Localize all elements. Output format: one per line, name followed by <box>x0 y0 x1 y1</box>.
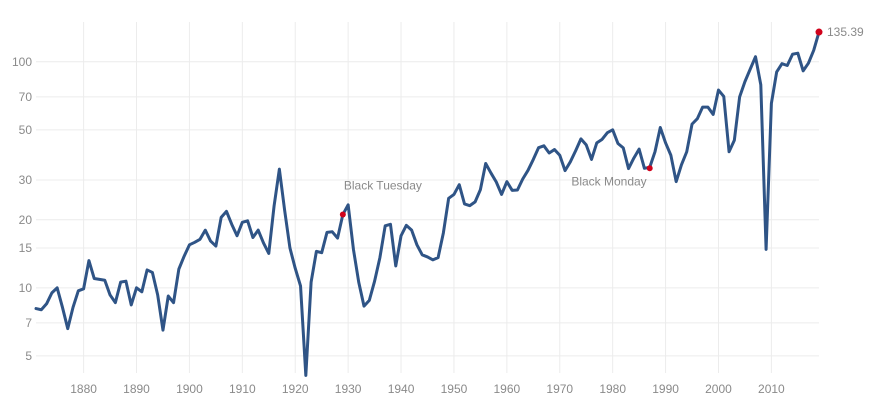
gridlines <box>36 22 819 373</box>
x-tick-label: 1930 <box>335 382 362 396</box>
x-tick-label: 1990 <box>652 382 679 396</box>
series-line <box>34 30 821 377</box>
x-tick-label: 1880 <box>70 382 97 396</box>
x-tick-label: 1920 <box>282 382 309 396</box>
x-tick-label: 1900 <box>176 382 203 396</box>
y-tick-label: 7 <box>25 316 32 330</box>
x-tick-label: 1890 <box>123 382 150 396</box>
x-tick-label: 1940 <box>388 382 415 396</box>
x-tick-label: 1980 <box>599 382 626 396</box>
x-tick-label: 1910 <box>229 382 256 396</box>
y-tick-label: 20 <box>19 213 33 227</box>
annotation-marker <box>646 165 653 172</box>
x-tick-label: 2000 <box>705 382 732 396</box>
y-tick-label: 15 <box>19 241 33 255</box>
annotations: Black Tuesday Black Monday <box>339 165 653 218</box>
last-point-marker <box>815 28 823 36</box>
annotation-label: Black Monday <box>571 174 646 188</box>
y-tick-label: 100 <box>12 55 32 69</box>
annotation-marker <box>339 211 346 218</box>
x-tick-label: 2010 <box>758 382 785 396</box>
annotation-label: Black Tuesday <box>344 179 422 193</box>
y-tick-label: 10 <box>19 281 33 295</box>
y-tick-label: 70 <box>19 90 33 104</box>
y-tick-label: 30 <box>19 173 33 187</box>
y-axis-tick-labels: 5 7 10 15 20 30 50 70 100 <box>12 55 32 363</box>
y-tick-label: 50 <box>19 123 33 137</box>
x-tick-label: 1970 <box>546 382 573 396</box>
x-axis-tick-labels: 1880 1890 1900 1910 1920 1930 1940 1950 1960 1970… <box>70 382 785 396</box>
x-tick-label: 1960 <box>494 382 521 396</box>
x-tick-label: 1950 <box>441 382 468 396</box>
last-point-label: 135.39 <box>827 25 864 39</box>
y-tick-label: 5 <box>25 349 32 363</box>
